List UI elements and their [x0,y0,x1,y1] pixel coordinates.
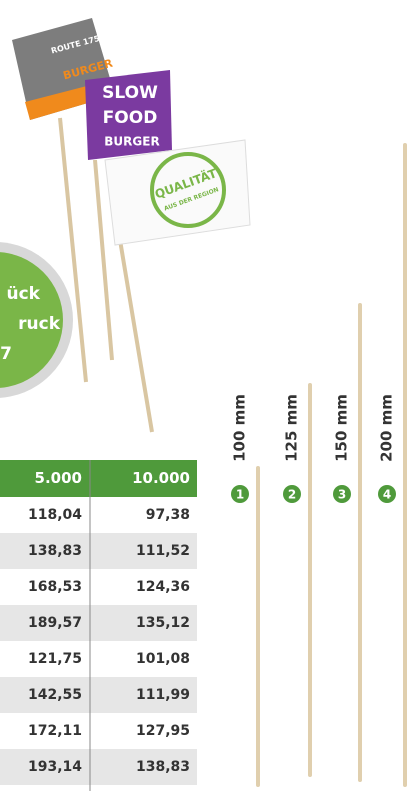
skewer-label: 100 mm [231,394,249,462]
skewer-label: 200 mm [378,394,396,462]
column-header: 10.000 [132,469,190,487]
cell: 193,14 [28,759,82,775]
page: ROUTE 1751 BURGER SLOW FOOD BURGER QUALI… [0,0,409,791]
cell: 127,95 [136,723,190,739]
cell: 138,83 [136,759,190,775]
cell: 172,11 [28,723,82,739]
cell: 97,38 [146,507,190,523]
flag-text: FOOD [103,108,158,128]
cell: 111,99 [136,687,190,703]
cell: 101,08 [136,651,190,667]
badge-text: 7 [0,344,12,364]
skewer-number: 1 [236,488,244,502]
cell: 142,55 [28,687,82,703]
skewer-number: 4 [383,488,391,502]
skewer-label: 150 mm [333,394,351,462]
flag-pole [120,240,152,432]
badge-text: ruck [18,314,61,334]
cell: 138,83 [28,543,82,559]
skewer-number: 2 [288,488,296,502]
flag-text: BURGER [104,135,159,149]
column-header: 5.000 [35,469,82,487]
badge-text: ück [7,284,41,304]
skewer-label: 125 mm [283,394,301,462]
cell: 111,52 [136,543,190,559]
cell: 118,04 [28,507,82,523]
cell: 135,12 [136,615,190,631]
cell: 124,36 [136,579,190,595]
product-image: ROUTE 1751 BURGER SLOW FOOD BURGER QUALI… [0,0,409,791]
cell: 168,53 [28,579,82,595]
cell: 121,75 [28,651,82,667]
skewer-number: 3 [338,488,346,502]
cell: 189,57 [28,615,82,631]
flag-text: SLOW [102,83,158,103]
